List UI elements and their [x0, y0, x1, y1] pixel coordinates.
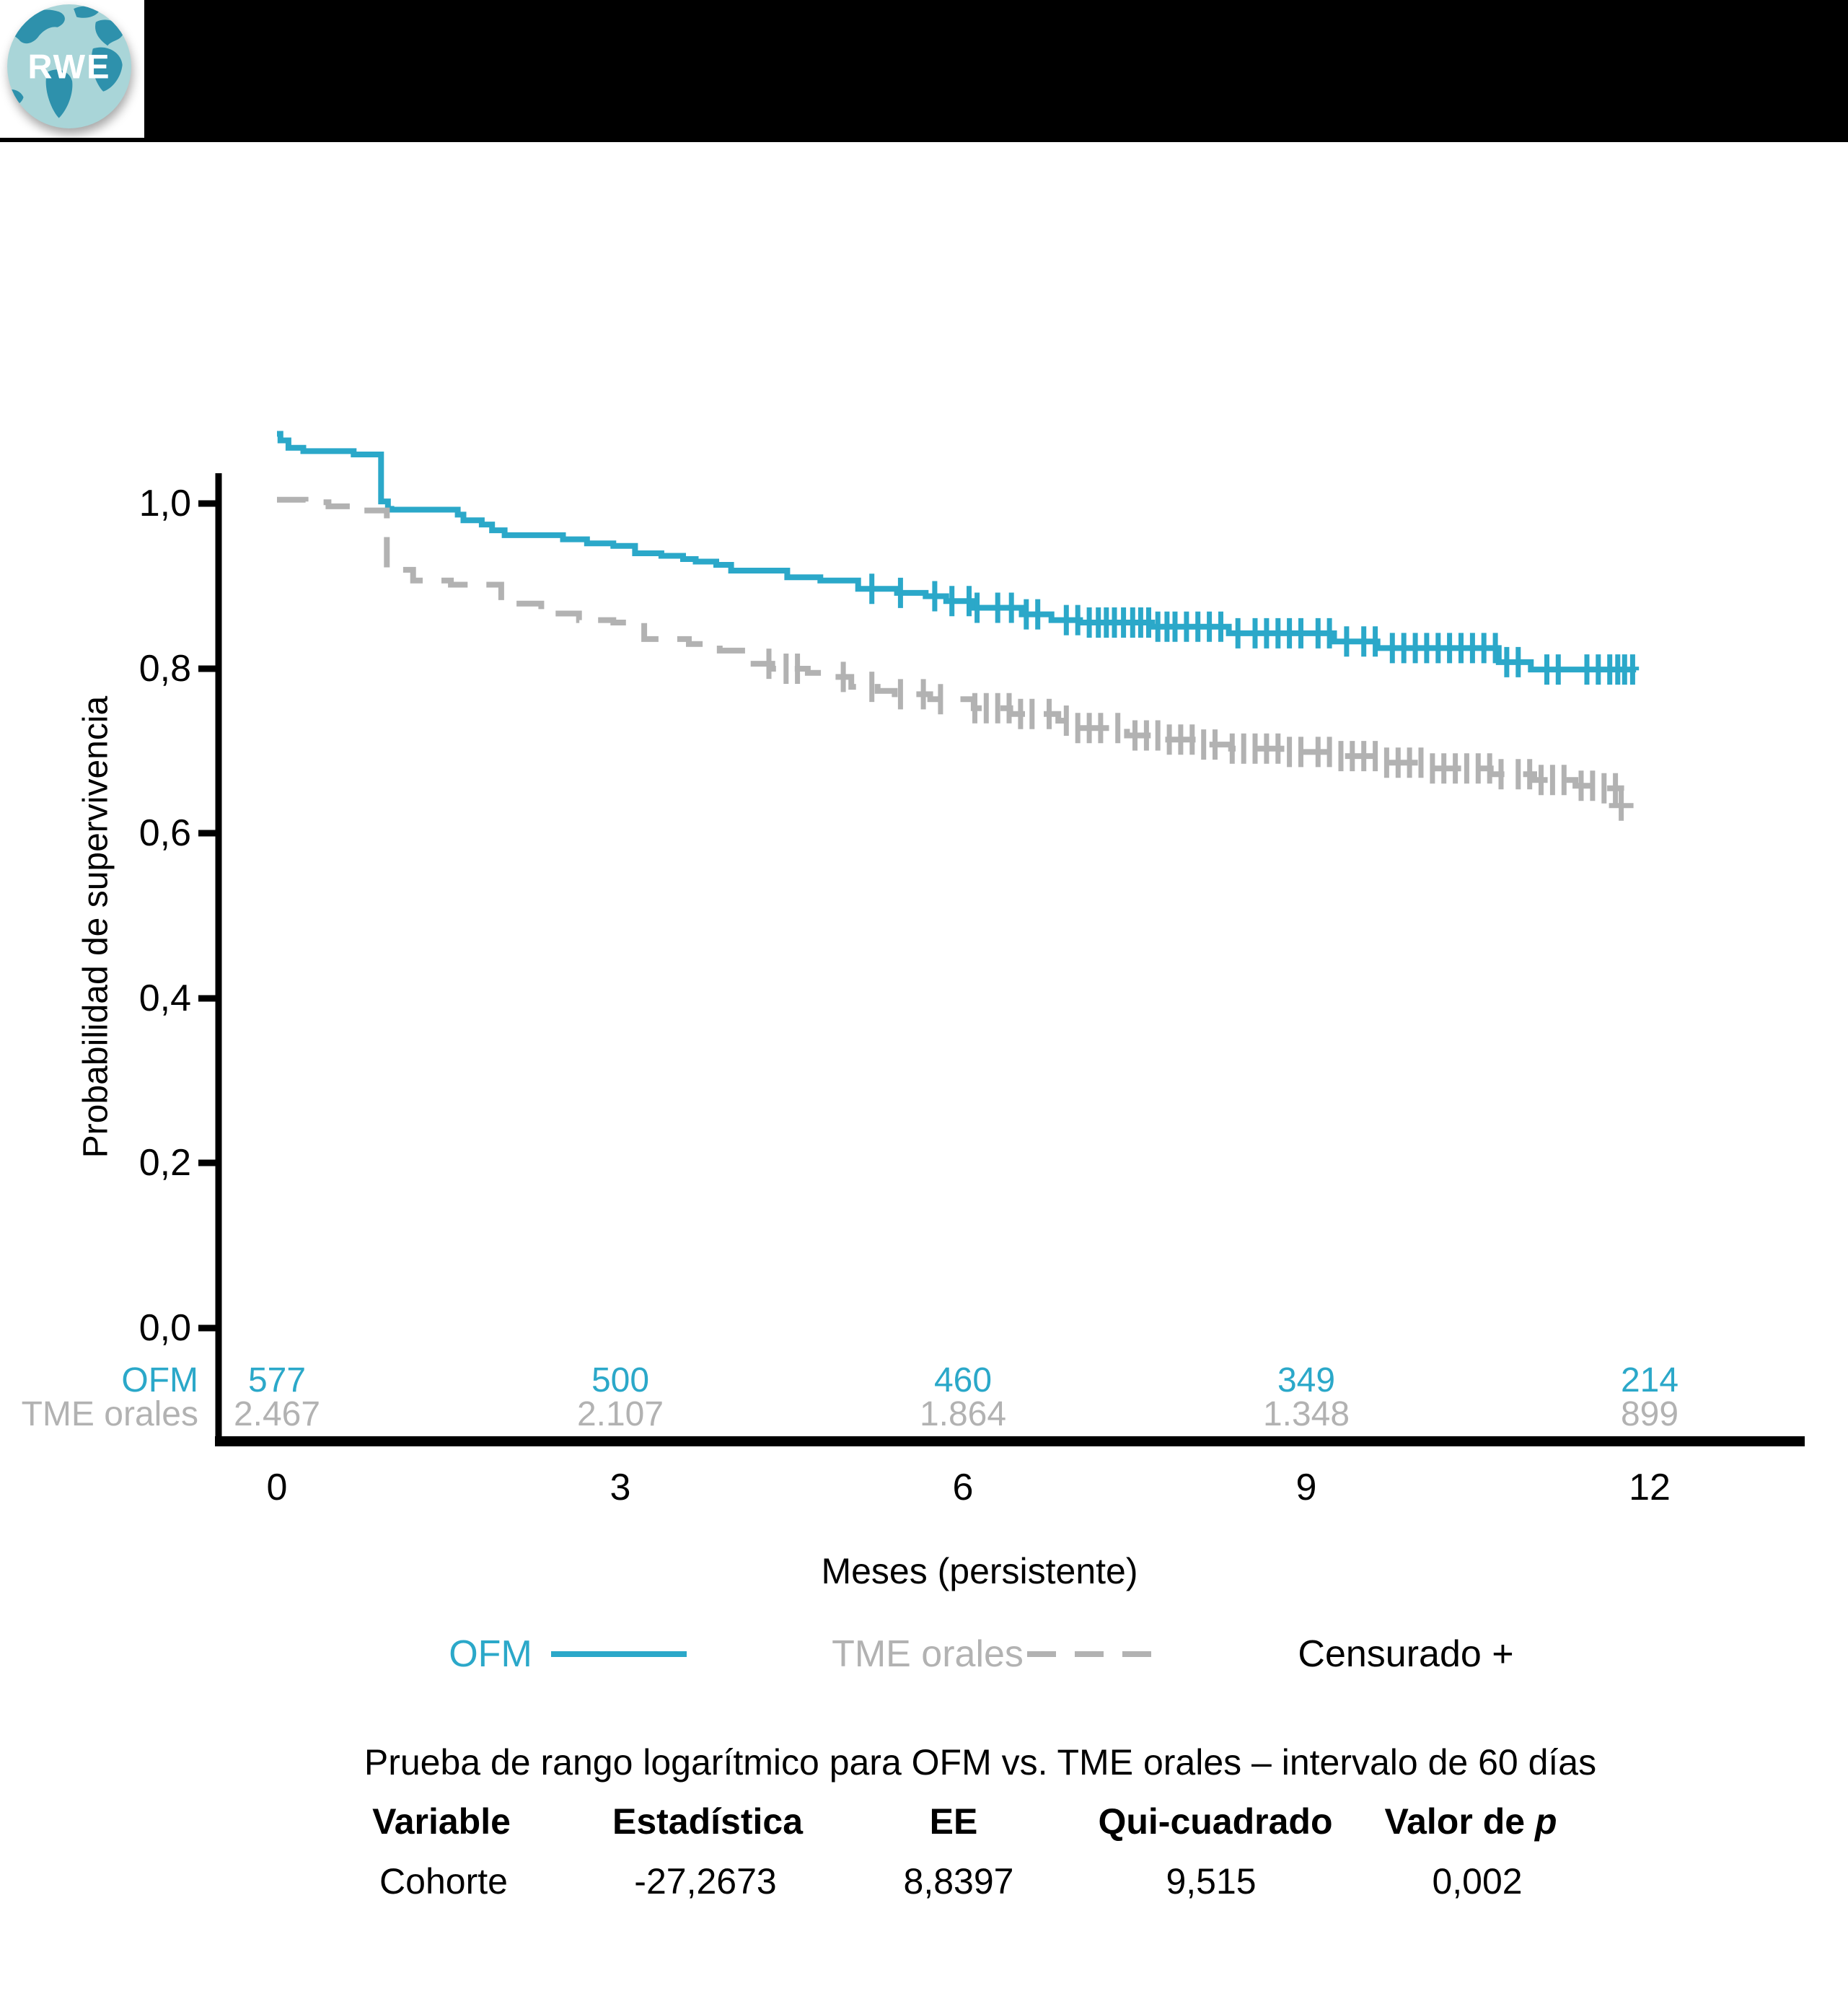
risk-value: 577: [247, 1361, 307, 1399]
y-axis-ticks: [198, 500, 219, 1332]
y-tick-label: 0,2: [138, 1142, 191, 1184]
stats-value-cohorte: Cohorte: [379, 1861, 508, 1902]
survival-curves: [277, 431, 1640, 821]
legend-label-tme: TME orales: [832, 1633, 1024, 1675]
stats-title: Prueba de rango logarítmico para OFM vs.…: [364, 1742, 1597, 1783]
x-axis-title: Meses (persistente): [821, 1551, 1138, 1591]
y-tick-label: 0,6: [138, 812, 191, 854]
legend-dashed-line-icon: [1027, 1651, 1164, 1657]
globe-icon: RWE: [7, 4, 131, 128]
risk-row-label-tme: TME orales: [21, 1395, 198, 1433]
stats-header-ee: EE: [929, 1801, 978, 1842]
header-bar: [0, 0, 1848, 142]
risk-value: 2.107: [576, 1395, 664, 1433]
legend-label-ofm: OFM: [449, 1633, 532, 1675]
y-tick-label: 0,8: [138, 648, 191, 690]
stats-value-p: 0,002: [1432, 1861, 1523, 1902]
risk-row-label-ofm: OFM: [121, 1361, 198, 1399]
x-tick-label: 0: [266, 1467, 288, 1508]
risk-value: 1.864: [919, 1395, 1007, 1433]
y-tick-label: 1,0: [138, 483, 191, 524]
stats-header-qui-cuadrado: Qui-cuadrado: [1098, 1801, 1333, 1842]
stats-value-ee: 8,8397: [903, 1861, 1014, 1902]
stats-header-p-italic: p: [1534, 1801, 1557, 1842]
legend-solid-line-icon: [551, 1651, 687, 1657]
stats-value-qui-cuadrado: 9,515: [1166, 1861, 1257, 1902]
risk-value: 500: [591, 1361, 650, 1399]
x-tick-label: 9: [1295, 1467, 1317, 1508]
risk-value: 899: [1620, 1395, 1679, 1433]
y-tick-label: 0,0: [138, 1307, 191, 1349]
curve-tme-orales: [277, 496, 1624, 791]
stats-value-estadistica: -27,2673: [634, 1861, 777, 1902]
stats-header-estadistica: Estadística: [612, 1801, 804, 1842]
y-axis-title: Probabilidad de supervivencia: [76, 695, 115, 1159]
legend-label-censored: Censurado +: [1298, 1633, 1514, 1675]
curve-ofm: [277, 431, 1640, 673]
risk-value: 349: [1277, 1361, 1336, 1399]
logo-text: RWE: [27, 47, 110, 85]
risk-value: 2.467: [233, 1395, 321, 1433]
rwe-logo: RWE: [0, 0, 144, 138]
stats-header-p-prefix: Valor de: [1384, 1801, 1535, 1842]
risk-value: 460: [933, 1361, 993, 1399]
x-tick-label: 3: [610, 1467, 631, 1508]
y-tick-label: 0,4: [138, 977, 191, 1019]
risk-value: 214: [1620, 1361, 1679, 1399]
x-tick-label: 6: [952, 1467, 974, 1508]
stats-header-valor-de-p: Valor de p: [1385, 1801, 1557, 1842]
x-tick-label: 12: [1629, 1467, 1671, 1508]
stats-header-variable: Variable: [372, 1801, 511, 1842]
risk-value: 1.348: [1262, 1395, 1350, 1433]
